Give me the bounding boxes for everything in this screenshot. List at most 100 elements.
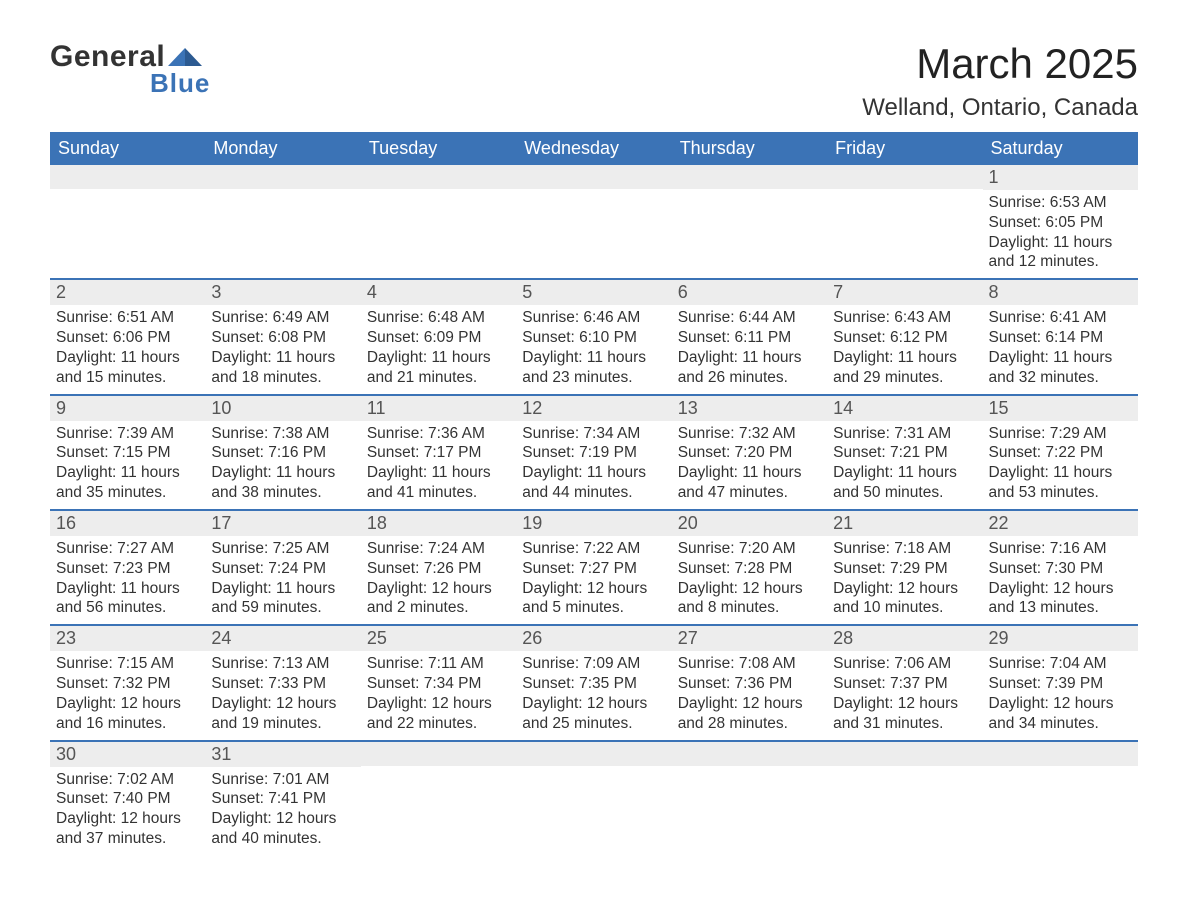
logo: General Blue	[50, 40, 210, 99]
daylight-line: Daylight: 11 hours and 35 minutes.	[56, 463, 199, 503]
calendar-cell-empty	[205, 165, 360, 279]
daylight-line: Daylight: 12 hours and 10 minutes.	[833, 579, 976, 619]
weekday-header: Monday	[205, 132, 360, 165]
day-details: Sunrise: 7:16 AMSunset: 7:30 PMDaylight:…	[983, 536, 1138, 624]
daylight-line: Daylight: 12 hours and 2 minutes.	[367, 579, 510, 619]
daylight-line: Daylight: 11 hours and 29 minutes.	[833, 348, 976, 388]
logo-text-1: General	[50, 40, 165, 74]
daylight-line: Daylight: 11 hours and 15 minutes.	[56, 348, 199, 388]
sunset-line: Sunset: 7:24 PM	[211, 559, 354, 579]
sunset-line: Sunset: 6:14 PM	[989, 328, 1132, 348]
sunrise-line: Sunrise: 6:49 AM	[211, 308, 354, 328]
calendar-cell: 18Sunrise: 7:24 AMSunset: 7:26 PMDayligh…	[361, 510, 516, 625]
daylight-line: Daylight: 12 hours and 19 minutes.	[211, 694, 354, 734]
weekday-header: Thursday	[672, 132, 827, 165]
day-details: Sunrise: 7:32 AMSunset: 7:20 PMDaylight:…	[672, 421, 827, 509]
day-number: 13	[672, 396, 827, 421]
calendar-week-row: 9Sunrise: 7:39 AMSunset: 7:15 PMDaylight…	[50, 395, 1138, 510]
sunset-line: Sunset: 7:15 PM	[56, 443, 199, 463]
day-number: 19	[516, 511, 671, 536]
sunrise-line: Sunrise: 7:22 AM	[522, 539, 665, 559]
sunrise-line: Sunrise: 6:44 AM	[678, 308, 821, 328]
calendar-cell: 7Sunrise: 6:43 AMSunset: 6:12 PMDaylight…	[827, 279, 982, 394]
day-number: 9	[50, 396, 205, 421]
day-number: 11	[361, 396, 516, 421]
title-block: March 2025 Welland, Ontario, Canada	[862, 40, 1138, 122]
sunrise-line: Sunrise: 7:15 AM	[56, 654, 199, 674]
calendar-cell: 13Sunrise: 7:32 AMSunset: 7:20 PMDayligh…	[672, 395, 827, 510]
day-number: 29	[983, 626, 1138, 651]
daylight-line: Daylight: 12 hours and 31 minutes.	[833, 694, 976, 734]
calendar-cell: 27Sunrise: 7:08 AMSunset: 7:36 PMDayligh…	[672, 625, 827, 740]
sunrise-line: Sunrise: 6:41 AM	[989, 308, 1132, 328]
daylight-line: Daylight: 12 hours and 25 minutes.	[522, 694, 665, 734]
daylight-line: Daylight: 11 hours and 32 minutes.	[989, 348, 1132, 388]
sunrise-line: Sunrise: 6:46 AM	[522, 308, 665, 328]
day-details: Sunrise: 7:25 AMSunset: 7:24 PMDaylight:…	[205, 536, 360, 624]
day-details: Sunrise: 7:09 AMSunset: 7:35 PMDaylight:…	[516, 651, 671, 739]
sunset-line: Sunset: 7:36 PM	[678, 674, 821, 694]
sunset-line: Sunset: 7:22 PM	[989, 443, 1132, 463]
calendar-cell: 12Sunrise: 7:34 AMSunset: 7:19 PMDayligh…	[516, 395, 671, 510]
calendar-cell: 30Sunrise: 7:02 AMSunset: 7:40 PMDayligh…	[50, 741, 205, 855]
day-number	[361, 742, 516, 766]
day-number: 26	[516, 626, 671, 651]
calendar-cell-empty	[361, 165, 516, 279]
day-details: Sunrise: 7:15 AMSunset: 7:32 PMDaylight:…	[50, 651, 205, 739]
sunrise-line: Sunrise: 7:13 AM	[211, 654, 354, 674]
sunrise-line: Sunrise: 7:02 AM	[56, 770, 199, 790]
weekday-header: Tuesday	[361, 132, 516, 165]
day-number: 14	[827, 396, 982, 421]
calendar-cell: 17Sunrise: 7:25 AMSunset: 7:24 PMDayligh…	[205, 510, 360, 625]
day-number: 23	[50, 626, 205, 651]
sunrise-line: Sunrise: 6:48 AM	[367, 308, 510, 328]
calendar-cell: 28Sunrise: 7:06 AMSunset: 7:37 PMDayligh…	[827, 625, 982, 740]
calendar-cell: 24Sunrise: 7:13 AMSunset: 7:33 PMDayligh…	[205, 625, 360, 740]
sunset-line: Sunset: 7:23 PM	[56, 559, 199, 579]
sunrise-line: Sunrise: 7:16 AM	[989, 539, 1132, 559]
location-text: Welland, Ontario, Canada	[862, 94, 1138, 122]
sunset-line: Sunset: 6:10 PM	[522, 328, 665, 348]
sunrise-line: Sunrise: 7:20 AM	[678, 539, 821, 559]
day-details: Sunrise: 7:04 AMSunset: 7:39 PMDaylight:…	[983, 651, 1138, 739]
sunset-line: Sunset: 7:34 PM	[367, 674, 510, 694]
calendar-cell: 6Sunrise: 6:44 AMSunset: 6:11 PMDaylight…	[672, 279, 827, 394]
day-details: Sunrise: 7:27 AMSunset: 7:23 PMDaylight:…	[50, 536, 205, 624]
daylight-line: Daylight: 12 hours and 8 minutes.	[678, 579, 821, 619]
day-number: 27	[672, 626, 827, 651]
sunrise-line: Sunrise: 7:11 AM	[367, 654, 510, 674]
calendar-cell: 19Sunrise: 7:22 AMSunset: 7:27 PMDayligh…	[516, 510, 671, 625]
sunrise-line: Sunrise: 7:18 AM	[833, 539, 976, 559]
sunset-line: Sunset: 7:21 PM	[833, 443, 976, 463]
day-details	[361, 766, 516, 836]
day-number: 7	[827, 280, 982, 305]
sunrise-line: Sunrise: 7:06 AM	[833, 654, 976, 674]
day-number: 16	[50, 511, 205, 536]
day-details: Sunrise: 7:02 AMSunset: 7:40 PMDaylight:…	[50, 767, 205, 855]
sunset-line: Sunset: 7:39 PM	[989, 674, 1132, 694]
sunrise-line: Sunrise: 7:09 AM	[522, 654, 665, 674]
day-number	[516, 165, 671, 189]
daylight-line: Daylight: 12 hours and 13 minutes.	[989, 579, 1132, 619]
calendar-cell: 29Sunrise: 7:04 AMSunset: 7:39 PMDayligh…	[983, 625, 1138, 740]
calendar-cell: 4Sunrise: 6:48 AMSunset: 6:09 PMDaylight…	[361, 279, 516, 394]
day-details: Sunrise: 7:06 AMSunset: 7:37 PMDaylight:…	[827, 651, 982, 739]
day-details: Sunrise: 7:13 AMSunset: 7:33 PMDaylight:…	[205, 651, 360, 739]
daylight-line: Daylight: 11 hours and 44 minutes.	[522, 463, 665, 503]
day-details	[827, 189, 982, 259]
calendar-cell: 1Sunrise: 6:53 AMSunset: 6:05 PMDaylight…	[983, 165, 1138, 279]
day-number	[205, 165, 360, 189]
day-details	[361, 189, 516, 259]
sunset-line: Sunset: 7:32 PM	[56, 674, 199, 694]
day-number: 2	[50, 280, 205, 305]
sunrise-line: Sunrise: 7:24 AM	[367, 539, 510, 559]
day-details: Sunrise: 7:22 AMSunset: 7:27 PMDaylight:…	[516, 536, 671, 624]
weekday-header: Friday	[827, 132, 982, 165]
day-number: 3	[205, 280, 360, 305]
day-number: 30	[50, 742, 205, 767]
sunrise-line: Sunrise: 7:34 AM	[522, 424, 665, 444]
day-details: Sunrise: 7:31 AMSunset: 7:21 PMDaylight:…	[827, 421, 982, 509]
day-number: 25	[361, 626, 516, 651]
weekday-header: Sunday	[50, 132, 205, 165]
daylight-line: Daylight: 12 hours and 16 minutes.	[56, 694, 199, 734]
